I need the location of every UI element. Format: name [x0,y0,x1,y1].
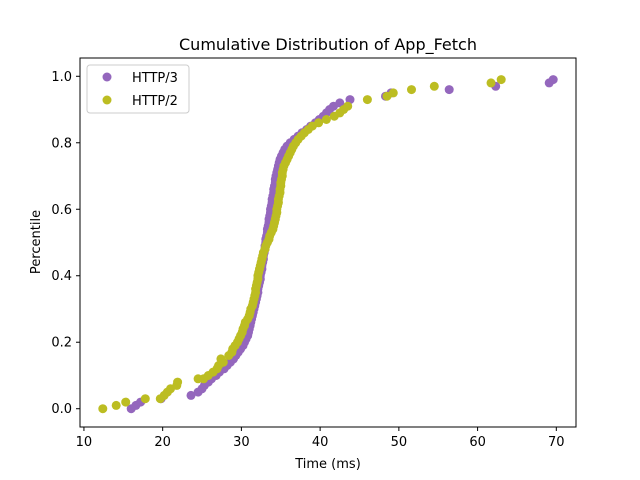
y-tick-label: 0.4 [51,269,72,284]
y-axis: 0.0 0.2 0.4 0.6 0.8 1.0 [51,70,80,417]
point-http3 [186,390,196,400]
legend-marker-http3 [102,72,112,82]
point-http3 [444,85,454,95]
y-tick-label: 0.2 [51,336,72,351]
plot-points [98,75,558,414]
point-http2 [429,81,439,91]
y-tick-label: 0.8 [51,136,72,151]
y-tick-label: 0.0 [51,402,72,417]
y-tick-label: 1.0 [51,70,72,85]
x-tick-label: 60 [469,435,486,450]
x-axis-label: Time (ms) [294,457,361,472]
point-http2 [343,101,353,111]
point-http3 [548,75,558,85]
point-http2 [362,95,372,105]
legend-label-http3: HTTP/3 [132,71,178,86]
point-http2 [173,377,183,387]
plot-frame [79,57,577,428]
point-http2 [111,400,121,410]
legend-marker-http2 [102,95,112,105]
point-http3 [335,98,345,108]
point-http2 [486,78,496,88]
point-http2 [140,394,150,404]
x-tick-label: 50 [391,435,408,450]
legend: HTTP/3 HTTP/2 [86,64,190,114]
y-tick-label: 0.6 [51,203,72,218]
y-axis-label: Percentile [29,210,44,274]
legend-box [86,64,190,114]
legend-label-http2: HTTP/2 [132,94,178,109]
x-axis: 10 20 30 40 50 60 70 [76,427,565,450]
point-http2 [388,88,398,98]
chart-title: Cumulative Distribution of App_Fetch [179,35,477,55]
point-http2 [321,115,331,124]
x-tick-label: 70 [548,435,565,450]
point-http2 [496,75,506,85]
point-http2 [121,397,131,407]
point-http2 [314,118,324,128]
point-http2 [216,354,226,364]
x-tick-label: 30 [233,435,250,450]
point-http2 [407,85,416,95]
point-http2 [98,404,108,414]
x-tick-label: 20 [154,435,171,450]
x-tick-label: 10 [76,435,93,450]
x-tick-label: 40 [312,435,329,450]
